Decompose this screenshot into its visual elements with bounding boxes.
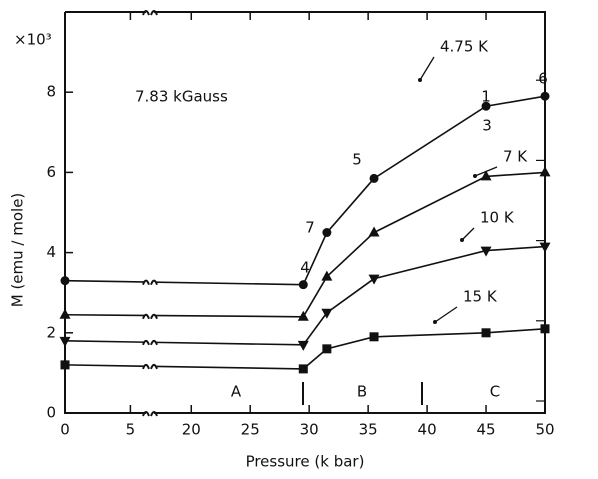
point-label: 6 bbox=[538, 70, 548, 88]
point-label: 5 bbox=[352, 151, 362, 169]
axis-break bbox=[142, 339, 158, 346]
axis-break bbox=[142, 313, 158, 320]
point bbox=[322, 344, 332, 354]
region-label: A bbox=[231, 383, 242, 401]
line-break-gap bbox=[144, 276, 156, 285]
axis-break bbox=[142, 279, 158, 286]
axis-break bbox=[142, 363, 158, 370]
point bbox=[368, 226, 380, 237]
axis-frame bbox=[64, 11, 546, 414]
axis-break bbox=[142, 411, 158, 417]
series-line bbox=[64, 245, 546, 346]
region-label: C bbox=[490, 383, 500, 401]
line-break-gap bbox=[144, 336, 156, 345]
series-line bbox=[64, 327, 546, 370]
arrow-head bbox=[460, 238, 464, 242]
x-axis-label: Pressure (k bar) bbox=[246, 453, 365, 471]
y-tick-label: 4 bbox=[46, 243, 56, 261]
point bbox=[60, 276, 70, 286]
point bbox=[540, 324, 550, 334]
series-label: 15 K bbox=[463, 288, 498, 306]
arrow-head bbox=[473, 174, 477, 178]
point bbox=[59, 336, 71, 347]
point-label: 3 bbox=[482, 117, 492, 135]
point bbox=[481, 101, 491, 111]
region-label: B bbox=[357, 383, 367, 401]
point bbox=[539, 242, 551, 253]
point bbox=[59, 308, 71, 319]
axis-break bbox=[142, 10, 158, 16]
y-tick-label: 2 bbox=[46, 323, 56, 341]
line-break-gap bbox=[144, 360, 156, 369]
series-line bbox=[64, 171, 546, 318]
series-label: 7 K bbox=[503, 148, 528, 166]
point bbox=[368, 274, 380, 285]
point bbox=[297, 310, 309, 321]
point bbox=[321, 308, 333, 319]
point-label: 1 bbox=[481, 88, 491, 106]
series-line bbox=[64, 95, 546, 286]
x-tick-label: 5 bbox=[126, 421, 136, 439]
field-label: 7.83 kGauss bbox=[135, 88, 228, 106]
point bbox=[480, 246, 492, 257]
point-label: 7 bbox=[305, 219, 315, 237]
point bbox=[481, 328, 491, 338]
series-arrow bbox=[461, 227, 475, 241]
point-label: 4 bbox=[300, 259, 310, 277]
point bbox=[540, 91, 550, 101]
y-tick-label: 8 bbox=[46, 83, 56, 101]
y-axis-label: M (emu / mole) bbox=[9, 193, 27, 308]
point bbox=[298, 364, 308, 374]
line-break-gap bbox=[144, 310, 156, 319]
point bbox=[369, 173, 379, 183]
y-scale-label: ×10³ bbox=[14, 31, 52, 49]
arrow-head bbox=[433, 320, 437, 324]
point bbox=[298, 280, 308, 290]
x-tick-label: 45 bbox=[476, 421, 495, 439]
arrow-head bbox=[418, 78, 422, 82]
x-tick-label: 50 bbox=[535, 421, 554, 439]
y-tick-label: 6 bbox=[46, 163, 56, 181]
x-tick-label: 40 bbox=[418, 421, 437, 439]
x-tick-label: 0 bbox=[60, 421, 70, 439]
series-arrow bbox=[474, 166, 498, 177]
point bbox=[539, 166, 551, 177]
point bbox=[369, 332, 379, 342]
point bbox=[322, 228, 332, 238]
series-arrow bbox=[419, 56, 435, 81]
series-arrow bbox=[434, 306, 458, 323]
point bbox=[480, 170, 492, 181]
x-tick-label: 20 bbox=[182, 421, 201, 439]
series-label: 4.75 K bbox=[440, 38, 489, 56]
x-tick-label: 25 bbox=[241, 421, 260, 439]
point bbox=[321, 270, 333, 281]
point bbox=[60, 360, 70, 370]
x-tick-label: 30 bbox=[300, 421, 319, 439]
x-tick-label: 35 bbox=[359, 421, 378, 439]
y-tick-label: 0 bbox=[46, 404, 56, 422]
series-label: 10 K bbox=[480, 209, 515, 227]
point bbox=[297, 340, 309, 351]
